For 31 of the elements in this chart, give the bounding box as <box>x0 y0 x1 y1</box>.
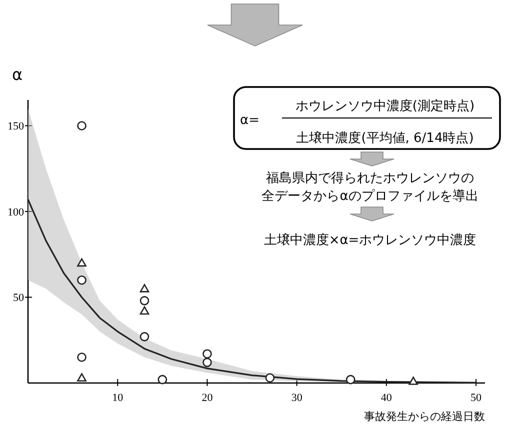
point <box>140 284 150 292</box>
x-axis-title: 事故発生からの経過日数 <box>364 410 485 423</box>
point <box>140 296 150 306</box>
annotation: 土壌中濃度(平均値, 6/14時点) <box>296 130 474 146</box>
point <box>140 306 150 315</box>
annotation: ホウレンソウ中濃度(測定時点) <box>295 98 475 114</box>
x-tick-label: 50 <box>470 392 482 404</box>
x-tick-label: 10 <box>112 392 124 404</box>
point <box>202 349 212 358</box>
x-tick-label: 30 <box>291 392 303 404</box>
point <box>158 374 168 384</box>
annotation: 福島県内で得られたホウレンソウの <box>266 171 474 186</box>
annotation: 土壌中濃度×α=ホウレンソウ中濃度 <box>264 232 476 248</box>
point <box>140 332 150 342</box>
point <box>346 374 356 384</box>
y-tick-label: 100 <box>8 206 24 218</box>
point <box>408 376 418 385</box>
y-tick-label: 150 <box>8 120 24 133</box>
annotation: α= <box>240 113 260 128</box>
point <box>77 352 86 362</box>
point <box>265 373 275 383</box>
x-tick-label: 20 <box>202 392 214 404</box>
point <box>77 275 86 285</box>
x-tick-label: 40 <box>380 392 392 404</box>
y-tick-label: 50 <box>13 292 24 304</box>
annotation: 全データからαのプロファイルを導出 <box>262 189 478 204</box>
point <box>202 358 212 368</box>
point <box>77 258 86 267</box>
point <box>77 121 86 130</box>
point <box>77 373 86 382</box>
y-axis-title: α <box>12 65 23 84</box>
